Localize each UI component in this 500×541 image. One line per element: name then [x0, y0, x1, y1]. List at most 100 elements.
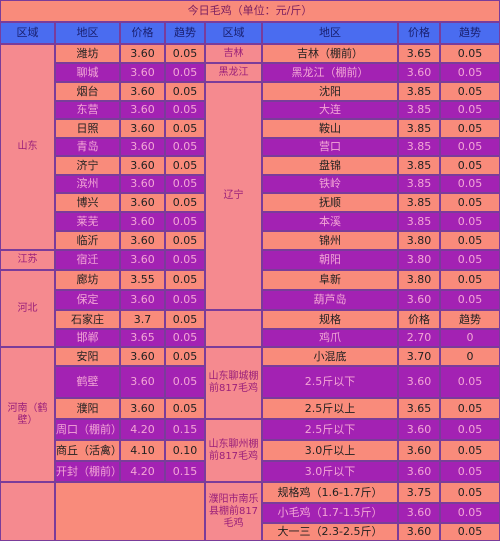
area-cell: 小毛鸡（1.7-1.5斤） — [262, 503, 398, 523]
region-cell: 辽宁 — [205, 82, 262, 310]
area-cell: 朝阳 — [262, 250, 398, 270]
trend-cell: 0.05 — [165, 175, 205, 193]
price-cell: 3.60 — [120, 82, 165, 101]
area-cell: 邯郸 — [55, 329, 120, 347]
trend-cell: 0.05 — [440, 461, 500, 482]
area-cell: 营口 — [262, 138, 398, 156]
trend-cell: 0.05 — [165, 329, 205, 347]
price-cell: 3.60 — [120, 250, 165, 270]
price-cell: 3.60 — [120, 398, 165, 419]
area-cell: 石家庄 — [55, 310, 120, 329]
area-cell: 鞍山 — [262, 119, 398, 138]
region-cell: 濮阳市南乐县棚前817毛鸡 — [205, 482, 262, 541]
trend-cell: 0.05 — [165, 347, 205, 366]
area-cell: 2.5斤以下 — [262, 419, 398, 440]
trend-cell: 0.05 — [165, 63, 205, 82]
area-cell: 阜新 — [262, 270, 398, 290]
region-cell: 山东聊州棚前817毛鸡 — [205, 419, 262, 482]
area-cell: 葫芦岛 — [262, 290, 398, 310]
trend-cell: 0.05 — [165, 138, 205, 156]
price-cell: 3.60 — [120, 44, 165, 63]
price-cell: 3.60 — [398, 419, 440, 440]
trend-cell: 0.15 — [165, 419, 205, 440]
price-cell: 3.65 — [398, 44, 440, 63]
price-cell: 3.60 — [398, 366, 440, 398]
column-header: 价格 — [120, 22, 165, 44]
area-cell: 3.0斤以上 — [262, 440, 398, 461]
trend-cell: 0.05 — [165, 119, 205, 138]
trend-cell: 0.05 — [440, 193, 500, 212]
price-cell: 3.55 — [120, 270, 165, 290]
trend-cell: 趋势 — [440, 310, 500, 329]
trend-cell: 0.05 — [440, 119, 500, 138]
column-header: 趋势 — [165, 22, 205, 44]
column-header: 区域 — [0, 22, 55, 44]
area-cell: 青岛 — [55, 138, 120, 156]
price-cell: 3.80 — [398, 231, 440, 250]
price-cell: 3.80 — [398, 270, 440, 290]
trend-cell: 0.05 — [440, 398, 500, 419]
price-cell: 3.60 — [120, 156, 165, 175]
region-cell: 江苏 — [0, 250, 55, 270]
trend-cell: 0.05 — [440, 419, 500, 440]
area-cell: 潍坊 — [55, 44, 120, 63]
area-cell: 2.5斤以下 — [262, 366, 398, 398]
price-cell: 2.70 — [398, 329, 440, 347]
column-header: 地区 — [262, 22, 398, 44]
column-header: 地区 — [55, 22, 120, 44]
trend-cell: 0.05 — [440, 366, 500, 398]
area-cell: 安阳 — [55, 347, 120, 366]
area-cell: 保定 — [55, 290, 120, 310]
trend-cell: 0.10 — [165, 440, 205, 461]
area-cell: 日照 — [55, 119, 120, 138]
column-header: 价格 — [398, 22, 440, 44]
trend-cell: 0.15 — [165, 461, 205, 482]
area-cell: 莱芜 — [55, 212, 120, 231]
price-cell: 3.85 — [398, 82, 440, 101]
price-cell: 3.85 — [398, 156, 440, 175]
trend-cell: 0.05 — [165, 250, 205, 270]
area-cell: 周口（棚前） — [55, 419, 120, 440]
column-header: 趋势 — [440, 22, 500, 44]
trend-cell: 0.05 — [165, 82, 205, 101]
price-cell: 4.10 — [120, 440, 165, 461]
table-title: 今日毛鸡（单位：元/斤） — [0, 0, 500, 22]
trend-cell: 0.05 — [440, 212, 500, 231]
price-cell: 3.60 — [120, 290, 165, 310]
trend-cell: 0.05 — [440, 270, 500, 290]
price-cell: 3.85 — [398, 193, 440, 212]
region-cell: 吉林 — [205, 44, 262, 63]
trend-cell: 0.05 — [440, 138, 500, 156]
trend-cell: 0.05 — [440, 175, 500, 193]
trend-cell: 0.05 — [440, 82, 500, 101]
blank-cell — [0, 482, 55, 541]
price-cell: 3.7 — [120, 310, 165, 329]
trend-cell: 0.05 — [165, 193, 205, 212]
area-cell: 大连 — [262, 101, 398, 119]
trend-cell: 0.05 — [440, 290, 500, 310]
region-cell: 河北 — [0, 270, 55, 347]
column-header: 区域 — [205, 22, 262, 44]
trend-cell: 0.05 — [440, 440, 500, 461]
trend-cell: 0.05 — [165, 156, 205, 175]
price-cell: 3.60 — [398, 523, 440, 541]
area-cell: 滨州 — [55, 175, 120, 193]
price-cell: 3.85 — [398, 119, 440, 138]
trend-cell: 0 — [440, 347, 500, 366]
area-cell: 小混底 — [262, 347, 398, 366]
price-cell: 4.20 — [120, 419, 165, 440]
region-cell: 河南（鹤壁） — [0, 347, 55, 482]
area-cell: 聊城 — [55, 63, 120, 82]
trend-cell: 0.05 — [440, 503, 500, 523]
area-cell: 临沂 — [55, 231, 120, 250]
price-cell: 3.65 — [398, 398, 440, 419]
price-cell: 价格 — [398, 310, 440, 329]
price-cell: 3.85 — [398, 212, 440, 231]
area-cell: 濮阳 — [55, 398, 120, 419]
price-cell: 4.20 — [120, 461, 165, 482]
price-cell: 3.85 — [398, 175, 440, 193]
trend-cell: 0.05 — [440, 523, 500, 541]
area-cell: 本溪 — [262, 212, 398, 231]
region-cell: 山东 — [0, 44, 55, 250]
